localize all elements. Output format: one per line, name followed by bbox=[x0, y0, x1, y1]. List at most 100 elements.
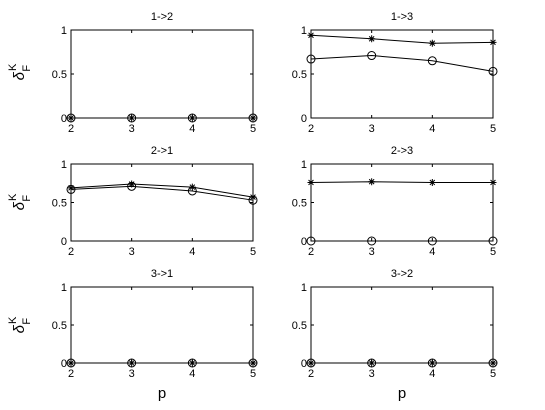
ylabel-superscript: K bbox=[7, 193, 19, 201]
x-tick-label: 5 bbox=[490, 123, 496, 135]
subplot-grid: 1->22 3 4 500.511->32 3 4 500.512->12 3 4 500.512… bbox=[52, 11, 498, 380]
star-marker bbox=[307, 178, 315, 186]
circle-marker bbox=[427, 236, 437, 246]
x-tick-label: 4 bbox=[429, 246, 435, 258]
y-tick-label: 0.5 bbox=[52, 69, 67, 81]
series-line-circle bbox=[70, 185, 254, 201]
circle-marker bbox=[306, 236, 316, 246]
svg-text:δKF: δK F bbox=[7, 63, 33, 80]
star-marker bbox=[489, 38, 497, 46]
star-marker bbox=[249, 193, 257, 201]
panel-title: 2->1 bbox=[151, 145, 173, 157]
y-tick-label: 0.5 bbox=[52, 320, 67, 332]
y-tick-label: 0 bbox=[61, 358, 67, 370]
subplot-6: 3->2 2 3 4 5 0 0.5 1 bbox=[292, 268, 498, 380]
subplot-5: 3->1 2 3 4 5 0 0.5 1 bbox=[52, 268, 258, 380]
circle-marker bbox=[127, 113, 137, 123]
y-tick-label: 1 bbox=[61, 25, 67, 37]
x-tick-label: 5 bbox=[490, 246, 496, 258]
x-tick-label: 2 bbox=[308, 123, 314, 135]
y-tick-label: 0 bbox=[301, 113, 307, 125]
x-tick-label: 5 bbox=[250, 368, 256, 380]
series-line-star bbox=[310, 181, 493, 183]
y-tick-label: 0 bbox=[301, 236, 307, 248]
y-tick-label: 0 bbox=[301, 358, 307, 370]
row-3-ylabel: δK F bbox=[7, 316, 33, 333]
x-tick-label: 5 bbox=[490, 368, 496, 380]
star-marker bbox=[368, 178, 376, 186]
panel-title: 1->2 bbox=[151, 11, 173, 23]
circle-marker bbox=[306, 54, 316, 64]
x-tick-label: 5 bbox=[250, 123, 256, 135]
panel-title: 2->3 bbox=[391, 145, 413, 157]
x-tick-label: 5 bbox=[250, 246, 256, 258]
circle-marker bbox=[66, 358, 76, 368]
svg-text:δKF: δK F bbox=[7, 193, 33, 210]
x-tick-label: 4 bbox=[429, 368, 435, 380]
circle-marker bbox=[427, 56, 437, 66]
y-tick-label: 1 bbox=[301, 282, 307, 294]
y-tick-label: 1 bbox=[61, 159, 67, 171]
x-tick-label: 4 bbox=[429, 123, 435, 135]
x-tick-label: 3 bbox=[369, 368, 375, 380]
xlabel-left: p bbox=[158, 385, 166, 402]
subplot-3: 2->1 2 3 4 5 0 0.5 1 bbox=[52, 145, 258, 258]
circle-marker bbox=[306, 358, 316, 368]
circle-marker bbox=[248, 195, 258, 205]
star-marker bbox=[489, 178, 497, 186]
panel-title: 3->1 bbox=[151, 268, 173, 280]
y-tick-label: 1 bbox=[301, 159, 307, 171]
axes-frame bbox=[70, 29, 254, 119]
subplot-4: 2->3 2 3 4 5 0 0.5 1 bbox=[292, 145, 498, 258]
circle-marker bbox=[187, 358, 197, 368]
x-tick-label: 2 bbox=[308, 368, 314, 380]
y-tick-label: 1 bbox=[61, 282, 67, 294]
circle-marker bbox=[367, 51, 377, 61]
subplot-2: 1->3 2 3 4 5 0 0.5 1 bbox=[292, 11, 498, 135]
x-tick-label: 4 bbox=[189, 246, 195, 258]
x-tick-label: 2 bbox=[68, 246, 74, 258]
ylabel-superscript: K bbox=[7, 63, 19, 71]
ylabel-symbol: δ bbox=[11, 71, 28, 80]
x-tick-label: 3 bbox=[129, 123, 135, 135]
ylabel-subscript: F bbox=[21, 65, 33, 72]
ylabel-subscript: F bbox=[21, 195, 33, 202]
xlabel-right: p bbox=[398, 385, 406, 402]
circle-marker bbox=[427, 358, 437, 368]
y-tick-label: 0 bbox=[61, 236, 67, 248]
x-tick-label: 3 bbox=[129, 368, 135, 380]
series-line-star bbox=[70, 183, 254, 198]
circle-marker bbox=[488, 66, 498, 76]
star-marker bbox=[67, 184, 75, 192]
row-1-ylabel: δK F bbox=[7, 63, 33, 80]
y-tick-label: 0.5 bbox=[292, 320, 307, 332]
axes-frame bbox=[70, 286, 254, 364]
series-line-circle bbox=[310, 55, 494, 72]
circle-marker bbox=[248, 358, 258, 368]
ylabel-superscript: K bbox=[7, 316, 19, 324]
y-tick-label: 0.5 bbox=[52, 198, 67, 210]
series-line-star bbox=[310, 34, 494, 44]
x-tick-label: 3 bbox=[369, 123, 375, 135]
subplot-1: 1->2 2 3 4 5 0 0.5 1 bbox=[52, 11, 258, 135]
star-marker bbox=[428, 178, 436, 186]
circle-marker bbox=[248, 113, 258, 123]
circle-marker bbox=[187, 186, 197, 196]
circle-marker bbox=[127, 181, 137, 191]
x-tick-label: 2 bbox=[68, 368, 74, 380]
circle-marker bbox=[488, 358, 498, 368]
y-tick-label: 0.5 bbox=[292, 69, 307, 81]
x-tick-label: 4 bbox=[189, 368, 195, 380]
circle-marker bbox=[187, 113, 197, 123]
x-tick-label: 3 bbox=[129, 246, 135, 258]
y-tick-label: 0.5 bbox=[292, 198, 307, 210]
y-tick-label: 1 bbox=[301, 25, 307, 37]
circle-marker bbox=[367, 236, 377, 246]
circle-marker bbox=[488, 236, 498, 246]
x-tick-label: 2 bbox=[68, 123, 74, 135]
axes-frame bbox=[310, 163, 494, 242]
svg-text:δKF: δK F bbox=[7, 316, 33, 333]
star-marker bbox=[428, 39, 436, 47]
circle-marker bbox=[66, 184, 76, 194]
